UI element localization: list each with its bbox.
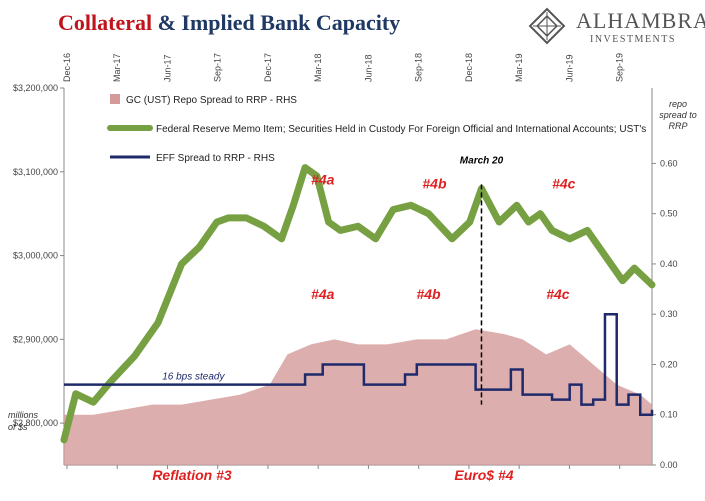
y-left-unit-label: of $s: [8, 422, 28, 432]
y-right-tick-label: 0.60: [660, 158, 678, 168]
y-left-tick-label: $2,800,000: [13, 418, 58, 428]
legend-label-custody: Federal Reserve Memo Item; Securities He…: [156, 124, 646, 135]
y-left-tick-label: $2,900,000: [13, 334, 58, 344]
logo-brand: ALHAMBRA: [576, 8, 705, 33]
legend-label-eff: EFF Spread to RRP - RHS: [156, 153, 275, 164]
bottom-label-reflation: Reflation #3: [152, 467, 232, 483]
repo-spread-area: [64, 329, 652, 465]
legend-swatch-repo: [110, 94, 120, 104]
annotation-label: 16 bps steady: [162, 372, 225, 383]
title-collateral: Collateral: [58, 10, 153, 35]
x-tick-label: Sep-19: [615, 53, 625, 82]
bottom-label-euro: Euro$ #4: [454, 467, 513, 483]
annotation-label: #4c: [546, 286, 570, 302]
eff-spread-line: [64, 312, 654, 416]
x-tick-label: Dec-16: [62, 53, 72, 82]
y-left-tick-label: $3,200,000: [13, 83, 58, 93]
annotation-label: #4a: [311, 171, 335, 187]
y-right-tick-label: 0.40: [660, 259, 678, 269]
x-tick-label: Mar-17: [112, 53, 122, 82]
x-tick-label: Mar-18: [313, 53, 323, 82]
alhambra-logo: ALHAMBRA INVESTMENTS: [526, 6, 705, 50]
annotation-label: #4a: [311, 286, 335, 302]
y-right-tick-label: 0.30: [660, 309, 678, 319]
y-right-tick-label: 0.00: [660, 460, 678, 470]
x-tick-label: Dec-17: [263, 53, 273, 82]
y-right-axis-label: RRP: [668, 121, 687, 131]
x-tick-label: Jun-19: [564, 54, 574, 82]
custody-holdings-line: [60, 164, 656, 444]
chart-title: Collateral & Implied Bank Capacity: [58, 10, 400, 36]
annotation-label: #4b: [416, 286, 441, 302]
y-right-axis-label: spread to: [659, 110, 697, 120]
y-right-axis-label: repo: [669, 99, 687, 109]
title-rest: & Implied Bank Capacity: [157, 10, 401, 35]
annotation-label: #4b: [422, 176, 447, 192]
x-tick-label: Jun-18: [363, 54, 373, 82]
y-right-tick-label: 0.10: [660, 410, 678, 420]
y-right-tick-label: 0.50: [660, 209, 678, 219]
annotation-label: March 20: [460, 155, 504, 166]
x-tick-label: Mar-19: [514, 53, 524, 82]
y-left-tick-label: $3,100,000: [13, 167, 58, 177]
legend-label-repo: GC (UST) Repo Spread to RRP - RHS: [126, 95, 297, 106]
y-right-tick-label: 0.20: [660, 359, 678, 369]
y-left-unit-label: millions: [8, 410, 39, 420]
x-tick-label: Dec-18: [464, 53, 474, 82]
x-tick-label: Jun-17: [162, 54, 172, 82]
x-tick-label: Sep-18: [414, 53, 424, 82]
logo-icon: [528, 7, 566, 45]
y-left-tick-label: $3,000,000: [13, 251, 58, 261]
logo-sub: INVESTMENTS: [590, 34, 676, 45]
annotation-label: #4c: [552, 176, 576, 192]
x-tick-label: Sep-17: [213, 53, 223, 82]
